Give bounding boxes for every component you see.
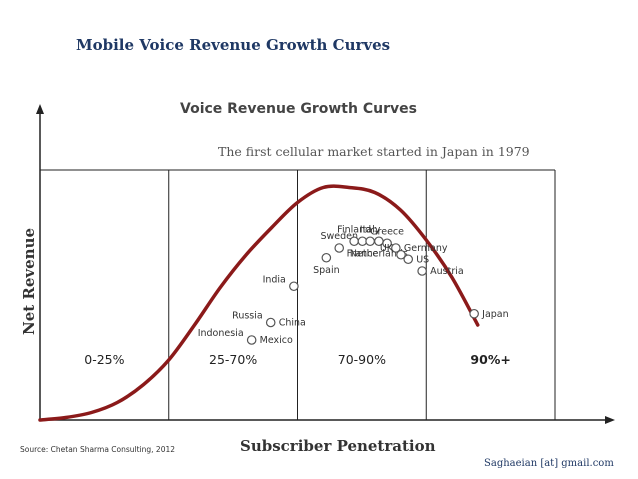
country-label-france: France — [347, 248, 379, 259]
curve-layer — [38, 184, 480, 422]
country-label-finland: Finland — [337, 224, 371, 235]
country-label-mexico: Mexico — [260, 335, 293, 346]
country-point-russia — [265, 317, 276, 328]
country-label-indonesia: Indonesia — [198, 328, 244, 339]
country-points: Indonesia Mexico Russia China India Spain Swed… — [198, 224, 509, 346]
zone-label: 0-25% — [84, 352, 124, 367]
country-point-austria — [417, 266, 427, 276]
slide-title: Mobile Voice Revenue Growth Curves — [76, 36, 391, 54]
country-label-india: India — [263, 274, 286, 285]
zone-label: 25-70% — [209, 352, 257, 367]
country-point-india — [289, 281, 299, 292]
country-point-japan — [469, 308, 479, 319]
y-axis-arrow — [36, 104, 44, 114]
zone-label: 70-90% — [338, 352, 386, 367]
source-note: Source: Chetan Sharma Consulting, 2012 — [20, 445, 175, 454]
author-credit: Saghaeian [at] gmail.com — [484, 458, 614, 469]
country-point-sweden — [334, 243, 345, 253]
country-label-spain: Spain — [313, 265, 340, 276]
y-axis-label: Net Revenue — [20, 228, 38, 335]
country-point-uk — [396, 249, 406, 260]
country-label-italy: Italy — [360, 224, 381, 235]
country-point-italy — [365, 236, 375, 247]
country-label-greece: Greece — [370, 226, 404, 237]
country-point-greece — [382, 238, 392, 249]
country-label-japan: Japan — [481, 309, 509, 320]
country-point-spain — [321, 252, 332, 263]
x-axis-label: Subscriber Penetration — [240, 437, 436, 455]
country-point-finland — [349, 236, 359, 247]
zone-label: 90%+ — [470, 352, 510, 367]
country-label-sweden: Sweden — [320, 231, 358, 242]
country-point-indonesia — [246, 335, 257, 345]
country-point-us — [403, 254, 414, 265]
country-label-netherlands: Netherlands — [350, 248, 408, 259]
country-label-us: US — [416, 254, 429, 265]
x-axis-arrow — [605, 416, 615, 424]
country-label-uk: UK — [380, 243, 394, 254]
revenue-curve — [38, 184, 480, 422]
country-label-germany: Germany — [404, 243, 448, 254]
chart-annotation: The first cellular market started in Jap… — [218, 144, 530, 159]
penetration-zones: 0-25% 25-70% 70-90% 90%+ — [84, 170, 511, 420]
country-label-china: China — [279, 318, 306, 329]
country-label-austria: Austria — [430, 266, 464, 277]
chart-title: Voice Revenue Growth Curves — [180, 101, 417, 117]
country-point-germany — [391, 243, 401, 253]
country-label-russia: Russia — [232, 311, 263, 322]
